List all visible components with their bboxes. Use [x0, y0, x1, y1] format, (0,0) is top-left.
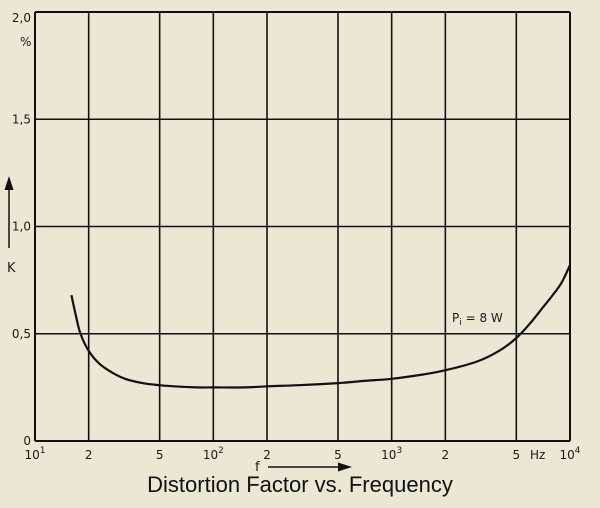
y-tick-label: 0: [23, 434, 31, 448]
x-tick-label: 101: [24, 446, 45, 462]
x-tick-label: 2: [263, 448, 271, 462]
x-tick-label: 5: [512, 448, 520, 462]
x-axis-unit: Hz: [530, 448, 545, 462]
y-axis-unit: %: [20, 35, 31, 49]
y-tick-label: 2,0: [12, 11, 31, 25]
y-tick-label: 0,5: [12, 327, 31, 341]
x-tick-label: 5: [156, 448, 164, 462]
y-axis-label: K: [7, 261, 16, 276]
power-annotation: Pi = 8 W: [452, 311, 503, 328]
x-tick-label: 102: [203, 446, 224, 462]
x-axis-label: f: [255, 460, 260, 475]
x-tick-label: 2: [442, 448, 450, 462]
y-axis-arrow: [4, 176, 14, 248]
x-axis-arrow: [268, 462, 352, 472]
x-tick-label: 2: [85, 448, 93, 462]
x-tick-label: 104: [559, 446, 580, 462]
x-tick-label: 5: [334, 448, 342, 462]
chart-title: Distortion Factor vs. Frequency: [147, 472, 453, 497]
y-tick-label: 1,0: [12, 220, 31, 234]
tick-labels: 101 2 5 102 2 5 103 2 5 104 0 0,5 1,0 1,5 2,0: [12, 11, 581, 462]
grid-lines: [34, 11, 571, 442]
y-tick-label: 1,5: [12, 112, 31, 126]
x-tick-label: 103: [381, 446, 402, 462]
series-line: [70, 264, 571, 389]
